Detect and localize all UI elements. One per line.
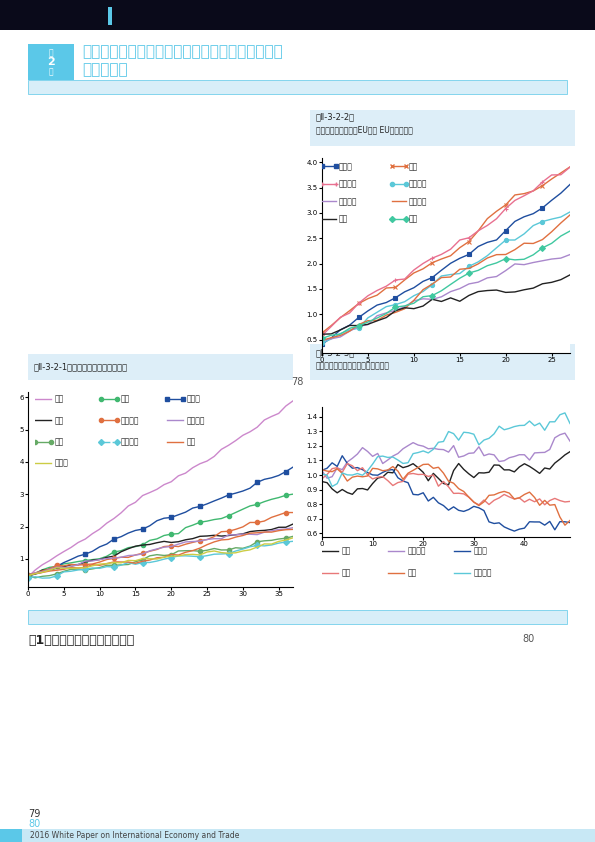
Text: 米国: 米国 bbox=[409, 215, 418, 223]
Text: 78: 78 bbox=[291, 377, 303, 387]
Text: 韓国: 韓国 bbox=[55, 437, 64, 446]
Text: 英国: 英国 bbox=[187, 437, 196, 446]
Bar bbox=[0, 829, 22, 842]
Text: 米国: 米国 bbox=[121, 395, 130, 403]
Text: 日本: 日本 bbox=[55, 416, 64, 425]
Text: ドイツ: ドイツ bbox=[187, 395, 201, 403]
Text: フランス: フランス bbox=[339, 197, 358, 206]
Text: 2: 2 bbox=[47, 57, 55, 67]
Text: ドイツ: ドイツ bbox=[474, 546, 488, 556]
Bar bbox=[108, 7, 112, 25]
Text: （1）ドイツの雇用と地域格差: （1）ドイツの雇用と地域格差 bbox=[28, 634, 134, 647]
Text: ドイツ: ドイツ bbox=[339, 162, 353, 171]
Bar bbox=[0, 829, 595, 842]
Text: 中国: 中国 bbox=[55, 395, 64, 403]
Text: フランス: フランス bbox=[408, 546, 427, 556]
Text: 日本: 日本 bbox=[339, 215, 348, 223]
Text: イタリア: イタリア bbox=[474, 568, 493, 577]
Text: 日本: 日本 bbox=[342, 546, 351, 556]
Text: 79: 79 bbox=[28, 809, 40, 819]
FancyBboxPatch shape bbox=[28, 44, 74, 80]
Text: 第Ⅱ-3-2-3図: 第Ⅱ-3-2-3図 bbox=[316, 349, 355, 358]
Text: 主要国の輸出推移（EUは非 EU向けのみ）: 主要国の輸出推移（EUは非 EU向けのみ） bbox=[316, 125, 413, 135]
Text: 英国: 英国 bbox=[409, 162, 418, 171]
Text: 英国: 英国 bbox=[342, 568, 351, 577]
Text: イタリア: イタリア bbox=[121, 437, 139, 446]
Text: ロシア: ロシア bbox=[55, 458, 69, 467]
Text: 第Ⅱ-3-2-1図　輸出上位国の輸出推移: 第Ⅱ-3-2-1図 輸出上位国の輸出推移 bbox=[34, 363, 128, 371]
Text: スペイン: スペイン bbox=[339, 179, 358, 189]
Bar bbox=[28, 80, 567, 94]
Bar bbox=[310, 110, 575, 146]
Text: ドイツをはじめとする地域産業・地域輸出拡大の: ドイツをはじめとする地域産業・地域輸出拡大の bbox=[82, 45, 283, 60]
Text: イタリア: イタリア bbox=[409, 179, 427, 189]
Text: 80: 80 bbox=[28, 819, 40, 829]
Text: オランダ: オランダ bbox=[121, 416, 139, 425]
Text: 要因・要素: 要因・要素 bbox=[82, 62, 127, 77]
Bar bbox=[28, 610, 567, 624]
Text: 節: 節 bbox=[49, 67, 54, 77]
Bar bbox=[0, 0, 595, 30]
Text: 主要国の実質実効為替レートの推移: 主要国の実質実効為替レートの推移 bbox=[316, 361, 390, 370]
Text: 第Ⅱ-3-2-2図: 第Ⅱ-3-2-2図 bbox=[316, 113, 355, 121]
Text: 第: 第 bbox=[49, 49, 54, 57]
Bar bbox=[28, 354, 293, 380]
Text: 80: 80 bbox=[523, 634, 535, 644]
Text: フランス: フランス bbox=[187, 416, 205, 425]
Text: オランダ: オランダ bbox=[409, 197, 427, 206]
Text: 2016 White Paper on International Economy and Trade: 2016 White Paper on International Econom… bbox=[30, 831, 239, 840]
Text: 米国: 米国 bbox=[408, 568, 417, 577]
Bar bbox=[310, 344, 575, 380]
